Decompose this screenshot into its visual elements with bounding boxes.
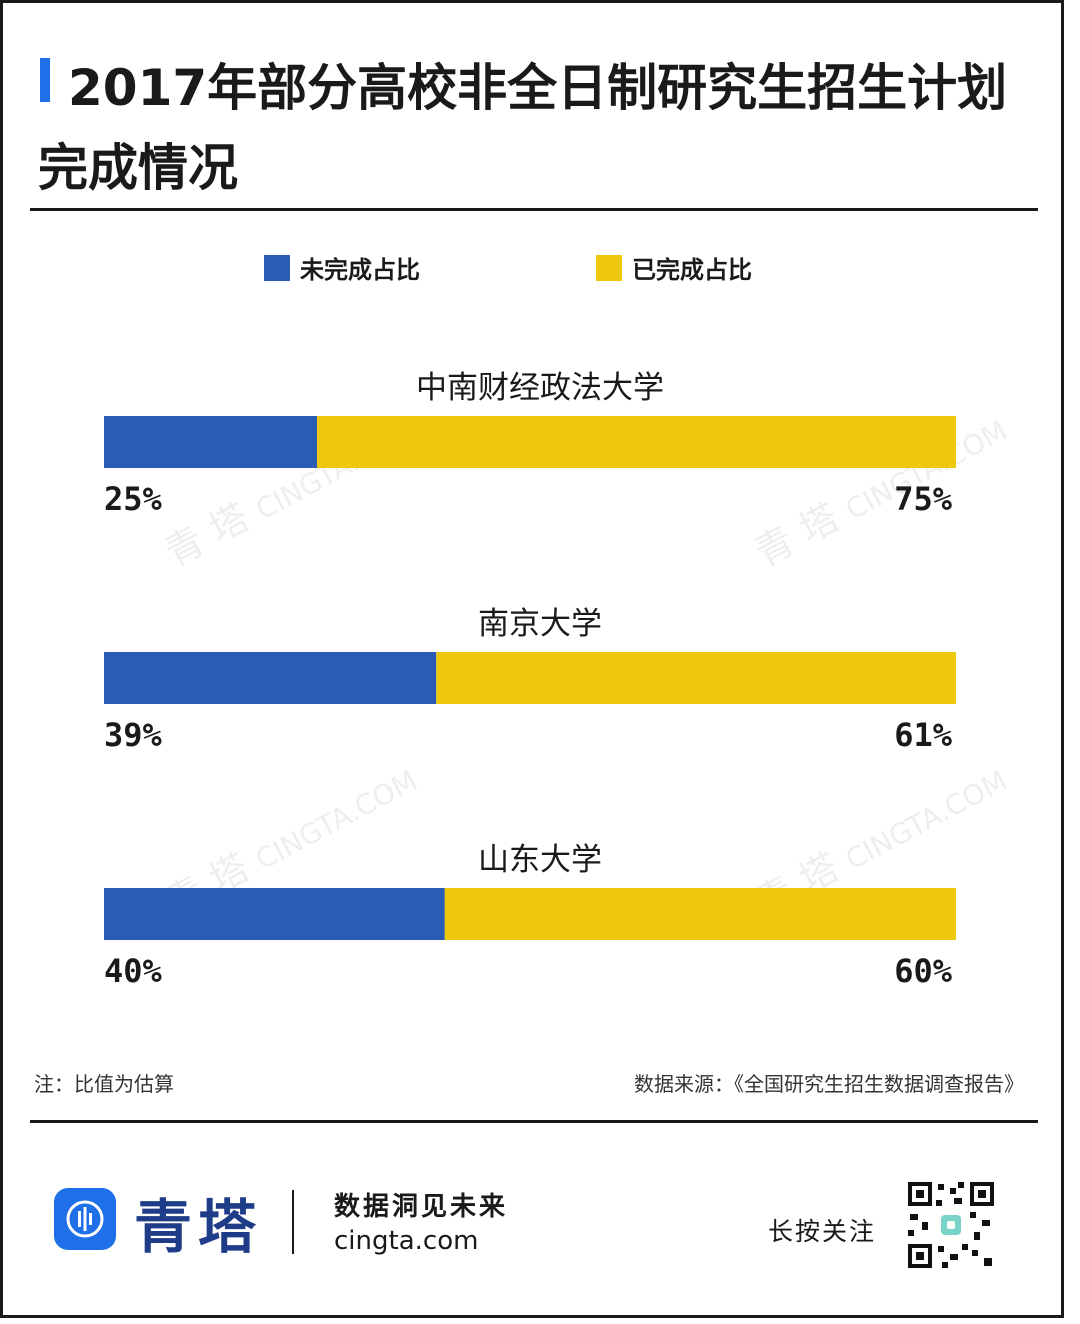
title-line-1: 2017年部分高校非全日制研究生招生计划	[68, 59, 1008, 117]
note-estimate: 注：比值为估算	[34, 1072, 174, 1096]
qr-code-icon[interactable]	[906, 1180, 996, 1270]
legend-label-finished: 已完成占比	[632, 256, 752, 284]
value-label-finished: 75%	[894, 480, 953, 518]
legend-finished: 已完成占比	[596, 250, 752, 285]
header-divider	[30, 208, 1038, 211]
value-label-unfinished: 39%	[104, 716, 163, 754]
legend-swatch-unfinished	[264, 254, 290, 281]
category-label: 中南财经政法大学	[416, 370, 664, 406]
brand-name: 青塔	[134, 1193, 263, 1261]
legend-label-unfinished: 未完成占比	[300, 256, 420, 284]
title-line-2: 完成情况	[38, 139, 238, 197]
value-label-unfinished: 40%	[104, 952, 163, 990]
legend-swatch-finished	[596, 254, 622, 281]
brand-slogan: 数据洞见未来	[334, 1192, 509, 1222]
note-source: 数据来源：《全国研究生招生数据调查报告》	[634, 1072, 1024, 1096]
bar-unfinished	[104, 652, 437, 704]
cingta-logo-icon	[54, 1188, 116, 1250]
category-label: 南京大学	[478, 606, 602, 642]
logo-glyph-icon	[66, 1200, 104, 1238]
footer-vertical-divider	[292, 1190, 294, 1254]
category-label: 山东大学	[478, 842, 602, 878]
stacked-bar-chart: 中南财经政法大学 25% 75% 南京大学 39% 61% 山东大学 40% 60%	[104, 370, 956, 990]
legend-unfinished: 未完成占比	[264, 250, 420, 285]
bar-finished	[444, 888, 956, 940]
value-label-finished: 61%	[894, 716, 953, 754]
bar-unfinished	[104, 416, 317, 468]
footer-divider-line	[30, 1120, 1038, 1123]
value-label-finished: 60%	[894, 952, 953, 990]
value-label-unfinished: 25%	[104, 480, 163, 518]
follow-prompt: 长按关注	[768, 1217, 877, 1246]
bar-finished	[317, 416, 956, 468]
page-title: 2017年部分高校非全日制研究生招生计划 完成情况	[38, 48, 1028, 208]
bar-finished	[436, 652, 956, 704]
bar-unfinished	[104, 888, 445, 940]
brand-domain: cingta.com	[334, 1226, 479, 1256]
title-accent-bar	[40, 58, 50, 102]
